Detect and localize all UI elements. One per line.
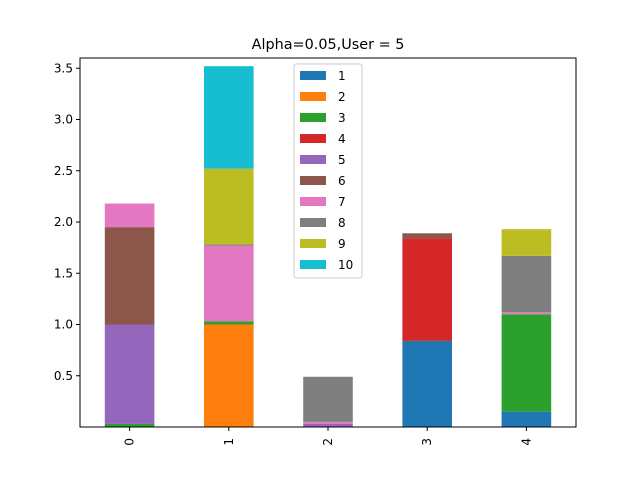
legend-swatch-series6: [300, 176, 326, 185]
bar-segment-cat4-series9: [501, 229, 552, 256]
legend-swatch-series2: [300, 92, 326, 101]
bar-segment-cat4-series1: [501, 411, 552, 428]
chart-title: Alpha=0.05,User = 5: [252, 37, 405, 53]
bar-segment-cat2-series7: [303, 421, 353, 424]
y-tick-label: 3.0: [54, 113, 73, 127]
y-tick-label: 2.0: [54, 215, 73, 229]
bar-segment-cat0-series5: [104, 324, 155, 424]
legend-label-series6: 6: [338, 174, 346, 188]
legend-label-series8: 8: [338, 216, 346, 230]
bar-segment-cat1-series9: [204, 168, 254, 245]
y-tick-label: 1.5: [54, 266, 73, 280]
legend-label-series3: 3: [338, 111, 346, 125]
bars-group: [104, 66, 552, 428]
legend-swatch-series8: [300, 218, 326, 227]
bar-segment-cat3-series4: [402, 238, 452, 341]
legend-label-series2: 2: [338, 90, 346, 104]
bar-segment-cat1-series10: [204, 66, 254, 169]
bar-segment-cat4-series3: [501, 314, 552, 412]
bar-segment-cat0-series7: [104, 203, 155, 228]
bar-segment-cat1-series8: [204, 244, 254, 246]
bar-segment-cat0-series6: [104, 227, 155, 325]
bar-segment-cat1-series3: [204, 321, 254, 325]
x-tick-label: 0: [123, 438, 137, 446]
legend-label-series1: 1: [338, 69, 346, 83]
y-tick-label: 0.5: [54, 369, 73, 383]
bar-segment-cat1-series7: [204, 245, 254, 322]
bar-segment-cat2-series5: [303, 423, 353, 427]
legend-swatch-series10: [300, 260, 326, 269]
bar-segment-cat4-series8: [501, 255, 552, 313]
legend: 1 2 3 4 5 6 7 8 9 10: [293, 63, 363, 279]
legend-swatch-series5: [300, 155, 326, 164]
x-tick-label: 4: [519, 438, 533, 446]
x-tick-label: 3: [420, 438, 434, 446]
legend-swatch-series1: [300, 71, 326, 80]
plot-frame: [79, 57, 577, 428]
bar-segment-cat0-series3: [104, 423, 155, 427]
x-tick-label: 2: [321, 438, 335, 446]
bar-segment-cat2-series8: [303, 376, 353, 422]
legend-swatch-series4: [300, 134, 326, 143]
bar-segment-cat3-series6: [402, 233, 452, 239]
legend-swatch-series7: [300, 197, 326, 206]
legend-swatch-series3: [300, 113, 326, 122]
legend-label-series5: 5: [338, 153, 346, 167]
bar-segment-cat1-series2: [204, 324, 254, 427]
bar-segment-cat4-series7: [501, 312, 552, 315]
legend-swatch-series9: [300, 239, 326, 248]
bar-segment-cat3-series1: [402, 340, 452, 427]
legend-label-series7: 7: [338, 195, 346, 209]
legend-label-series9: 9: [338, 237, 346, 251]
legend-label-series10: 10: [338, 258, 353, 272]
legend-label-series4: 4: [338, 132, 346, 146]
y-tick-label: 2.5: [54, 164, 73, 178]
x-tick-label: 1: [222, 438, 236, 446]
y-axis: 0.5 1.0 1.5 2.0 2.5 3.0 3.5: [54, 61, 80, 383]
y-tick-label: 3.5: [54, 61, 73, 75]
y-tick-label: 1.0: [54, 318, 73, 332]
x-axis: 0 1 2 3 4: [123, 427, 533, 446]
